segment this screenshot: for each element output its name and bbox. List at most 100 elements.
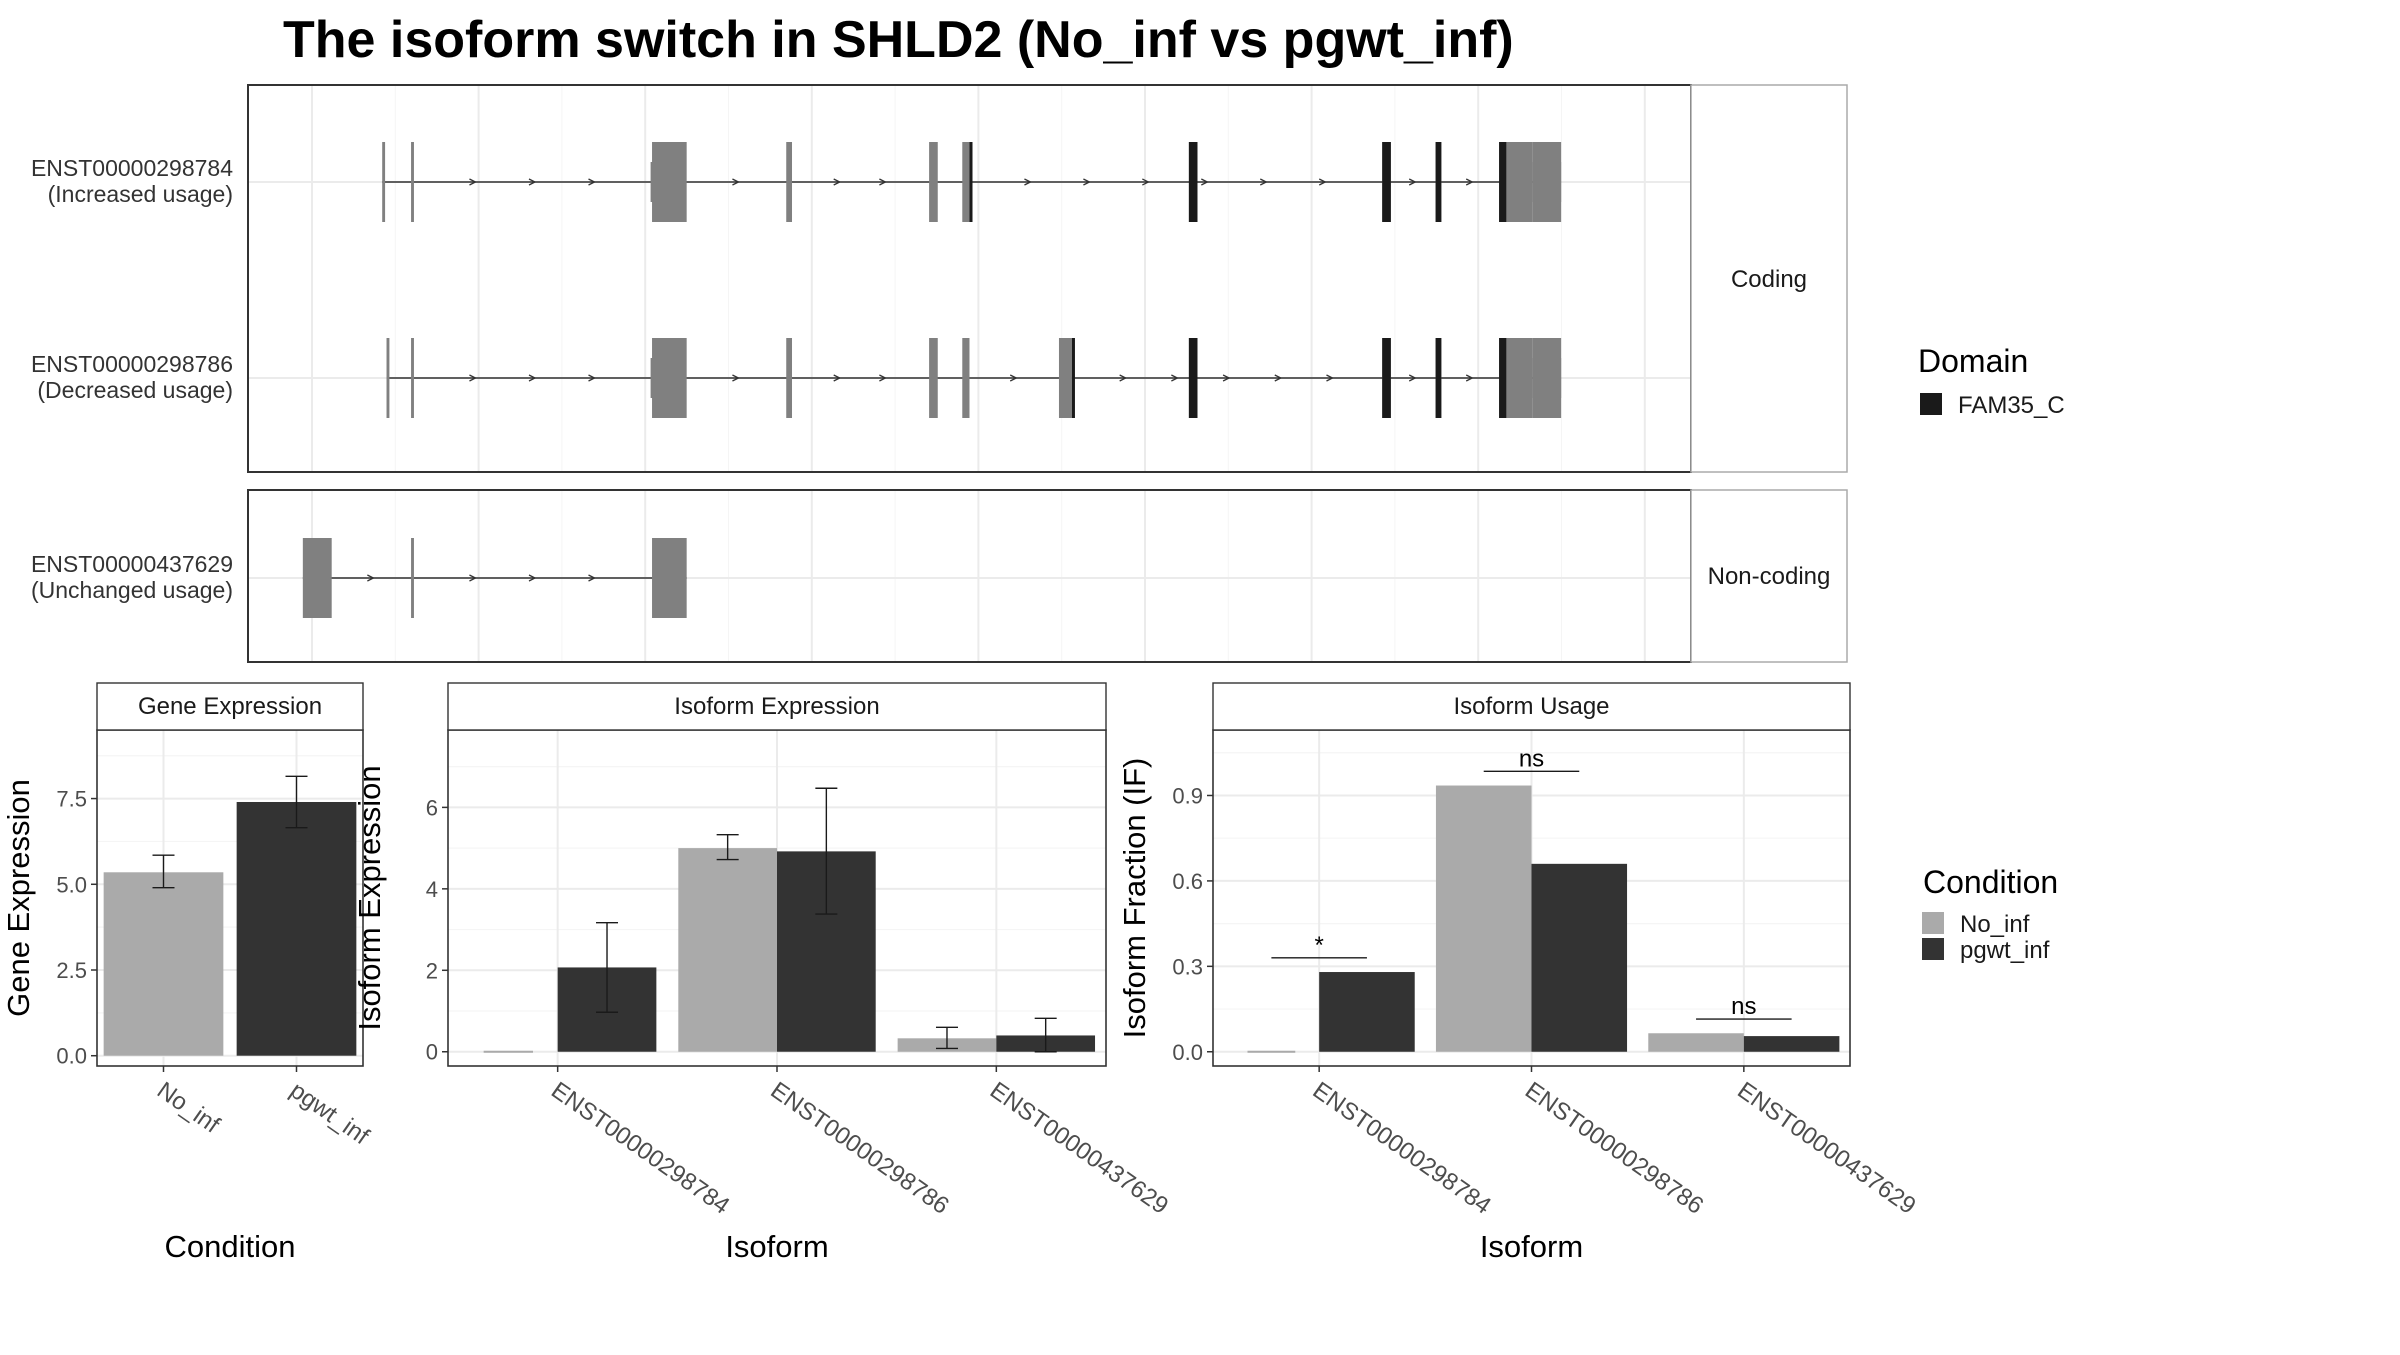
domain-fam35-c bbox=[1499, 338, 1507, 418]
y-tick-label: 7.5 bbox=[56, 787, 87, 812]
x-tick-label: ENST00000298784 bbox=[546, 1077, 734, 1220]
facet-strip-label: Isoform Usage bbox=[1453, 693, 1609, 720]
intron-arrow bbox=[588, 374, 596, 382]
y-tick-label: 0.6 bbox=[1172, 869, 1203, 894]
facet-strip-label: Isoform Expression bbox=[674, 693, 879, 720]
x-axis-title: Condition bbox=[165, 1229, 296, 1264]
exon bbox=[962, 142, 970, 222]
transcript-id-label: ENST00000437629 bbox=[31, 551, 233, 577]
condition-legend-title: Condition bbox=[1923, 864, 2058, 900]
intron-arrow bbox=[1142, 178, 1150, 186]
domain-fam35-c bbox=[1435, 338, 1442, 418]
intron-arrow bbox=[1119, 374, 1128, 382]
intron-arrow bbox=[528, 574, 537, 582]
bar-gene-expression-pgwt-inf bbox=[236, 802, 357, 1056]
intron-arrow bbox=[879, 178, 887, 186]
bar-isoform-expression-enst00000298786-no-inf bbox=[678, 848, 777, 1052]
y-tick-label: 0 bbox=[426, 1040, 438, 1065]
domain-fam35-c bbox=[1382, 338, 1391, 418]
domain-fam35-c bbox=[1188, 142, 1198, 222]
domain-fam35-c bbox=[1071, 338, 1075, 418]
x-tick-label: No_inf bbox=[152, 1077, 225, 1139]
noncoding-strip-label: Non-coding bbox=[1708, 563, 1831, 590]
noncoding-strip bbox=[1690, 489, 1848, 663]
transcript-labels: ENST00000298784(Increased usage) ENST0000… bbox=[31, 155, 233, 603]
domain-legend-title: Domain bbox=[1918, 343, 2028, 379]
intron-arrow bbox=[833, 178, 842, 186]
figure-title: The isoform switch in SHLD2 (No_inf vs p… bbox=[283, 11, 1514, 69]
transcript-usage-label: (Increased usage) bbox=[48, 181, 233, 207]
intron-arrow bbox=[1318, 178, 1327, 186]
intron-arrow bbox=[1408, 178, 1417, 186]
facet-strip bbox=[96, 682, 364, 731]
noncoding-panel-background bbox=[248, 490, 1691, 662]
exon bbox=[411, 142, 414, 222]
bar-isoform-usage-enst00000437629-pgwt-inf bbox=[1743, 1036, 1840, 1052]
intron-arrow bbox=[528, 374, 537, 382]
facet-strip-label: Gene Expression bbox=[138, 693, 322, 720]
intron-arrow bbox=[879, 374, 887, 382]
exon bbox=[1058, 338, 1072, 418]
noncoding-panel: Non-coding bbox=[247, 489, 1848, 663]
exon bbox=[411, 338, 414, 418]
x-tick-label: ENST00000298786 bbox=[1520, 1077, 1708, 1220]
transcript-enst00000298786 bbox=[386, 338, 1562, 418]
intron-arrow bbox=[1326, 374, 1334, 382]
facet-strip bbox=[1212, 682, 1851, 731]
utr-segment bbox=[1532, 162, 1562, 202]
transcript-enst00000298784 bbox=[382, 142, 1562, 222]
exon bbox=[302, 538, 332, 618]
utr-segment bbox=[650, 358, 653, 398]
isoform-usage-chart: * ns ns Isoform Usage 0.0 0.3 0.6 0.9 ENST000002… bbox=[1117, 682, 1921, 1264]
bar-isoform-usage-enst00000298786-pgwt-inf bbox=[1531, 863, 1628, 1052]
transcript-id-label: ENST00000298784 bbox=[31, 155, 233, 181]
intron-arrow bbox=[1465, 178, 1474, 186]
y-tick-label: 0.3 bbox=[1172, 954, 1203, 979]
coding-panel-tracks bbox=[382, 142, 1562, 418]
intron-arrow bbox=[469, 178, 477, 186]
condition-legend-swatch-pgwt-inf bbox=[1922, 938, 1944, 960]
exon bbox=[929, 142, 938, 222]
intron-arrow bbox=[588, 178, 596, 186]
transcript-usage-label: (Decreased usage) bbox=[37, 377, 233, 403]
intron-arrow bbox=[833, 374, 842, 382]
intron-arrow bbox=[367, 574, 375, 582]
y-tick-label: 2.5 bbox=[56, 958, 87, 983]
domain-fam35-c bbox=[969, 142, 973, 222]
x-tick-label: ENST00000298786 bbox=[766, 1077, 954, 1220]
intron-arrow bbox=[1201, 178, 1209, 186]
exon bbox=[652, 142, 687, 222]
y-tick-label: 0.0 bbox=[1172, 1040, 1203, 1065]
intron-arrow bbox=[528, 178, 537, 186]
x-tick-label: ENST00000437629 bbox=[1732, 1077, 1920, 1220]
condition-legend-label-pgwt-inf: pgwt_inf bbox=[1960, 937, 2050, 964]
exon bbox=[411, 538, 414, 618]
intron-arrow bbox=[469, 374, 477, 382]
significance-label: ns bbox=[1519, 745, 1544, 772]
intron-arrow bbox=[1083, 178, 1091, 186]
y-tick-label: 0.9 bbox=[1172, 783, 1203, 808]
intron-arrow bbox=[732, 178, 740, 186]
y-tick-label: 5.0 bbox=[56, 872, 87, 897]
x-tick-label: ENST00000298784 bbox=[1308, 1077, 1496, 1220]
intron-arrow bbox=[588, 574, 596, 582]
bar-isoform-usage-enst00000298786-no-inf bbox=[1435, 785, 1532, 1052]
intron-arrow bbox=[1222, 374, 1231, 382]
exon bbox=[652, 538, 687, 618]
intron-arrow bbox=[1408, 374, 1417, 382]
intron-arrow bbox=[1465, 374, 1474, 382]
condition-legend-swatch-no-inf bbox=[1922, 912, 1944, 934]
exon bbox=[382, 142, 386, 222]
y-tick-label: 2 bbox=[426, 958, 438, 983]
y-axis-title: Gene Expression bbox=[1, 779, 36, 1017]
bar-gene-expression-no-inf bbox=[103, 872, 224, 1056]
intron-arrow bbox=[1024, 178, 1032, 186]
intron-arrow bbox=[469, 574, 477, 582]
domain-fam35-c bbox=[1382, 142, 1391, 222]
x-tick-label: pgwt_inf bbox=[285, 1077, 374, 1151]
significance-label: ns bbox=[1731, 993, 1756, 1020]
intron-arrow bbox=[1171, 374, 1179, 382]
coding-strip bbox=[1690, 84, 1848, 473]
